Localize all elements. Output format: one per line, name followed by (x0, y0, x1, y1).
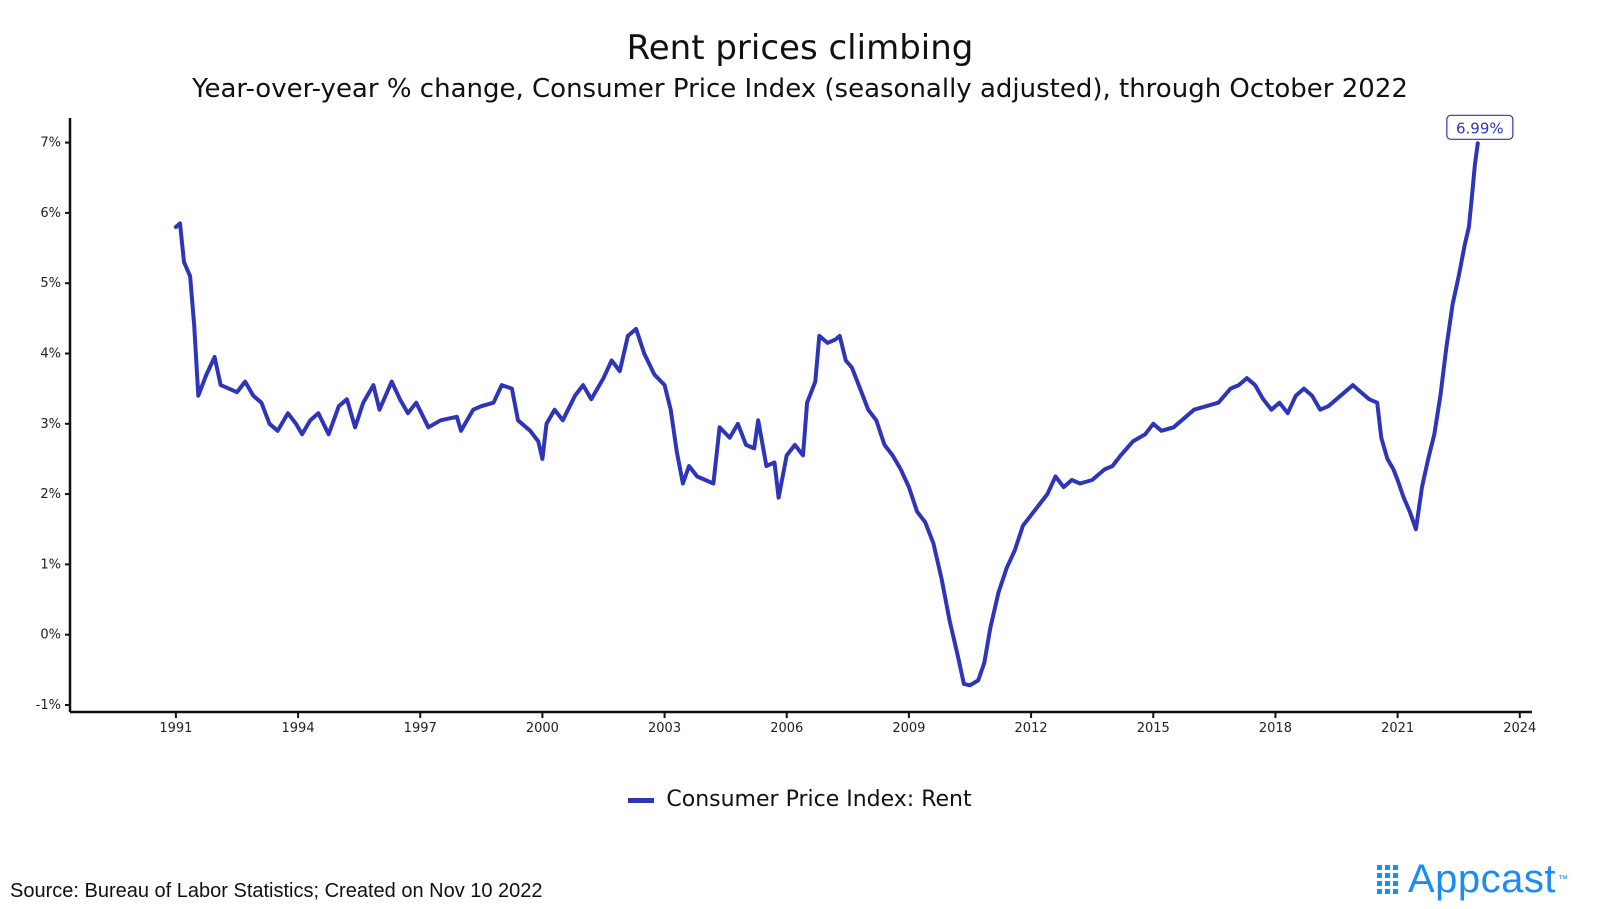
x-tick-label: 1997 (404, 721, 437, 736)
x-tick-label: 2000 (526, 721, 559, 736)
appcast-logo: Appcast ™ (1376, 856, 1568, 902)
chart-title: Rent prices climbing (626, 28, 974, 68)
chart-axes: -1% 0% 1% 2% 3% 4% 5% 6% 7% 1991 1994 1997 2000 2003 2… (36, 118, 1536, 736)
x-tick-label: 2021 (1381, 721, 1414, 736)
legend-label: Consumer Price Index: Rent (666, 787, 972, 812)
y-tick-label: 5% (40, 276, 61, 291)
logo-text: Appcast (1407, 856, 1556, 901)
chart-subtitle: Year-over-year % change, Consumer Price … (192, 74, 1408, 104)
x-tick-label: 1991 (159, 721, 192, 736)
y-tick-label: 2% (40, 487, 61, 502)
y-tick-label: 1% (40, 557, 61, 572)
plot-area (173, 141, 1480, 688)
chart-legend: Consumer Price Index: Rent (0, 787, 1600, 812)
source-note: Source: Bureau of Labor Statistics; Crea… (10, 880, 543, 902)
y-tick-label: -1% (36, 698, 61, 713)
x-tick-label: 1994 (282, 721, 315, 736)
y-tick-label: 0% (40, 628, 61, 643)
y-tick-label: 7% (40, 136, 61, 151)
legend-swatch (628, 797, 655, 803)
end-label-box (1446, 114, 1514, 140)
end-value-label: 6.99% (1446, 114, 1514, 140)
x-tick-label: 2012 (1015, 721, 1048, 736)
x-tick-label: 2006 (770, 721, 803, 736)
x-tick-label: 2018 (1259, 721, 1292, 736)
x-tick-label: 2009 (892, 721, 925, 736)
x-tick-label: 2003 (648, 721, 681, 736)
end-label-text: 6.99% (1456, 119, 1504, 137)
y-tick-label: 4% (40, 346, 61, 361)
x-tick-label: 2024 (1503, 721, 1536, 736)
logo-trademark: ™ (1558, 873, 1568, 885)
series-line-rent (173, 141, 1480, 688)
y-tick-label: 6% (40, 206, 61, 221)
x-tick-label: 2015 (1137, 721, 1170, 736)
logo-mark-icon (1376, 864, 1398, 894)
y-tick-label: 3% (40, 417, 61, 432)
